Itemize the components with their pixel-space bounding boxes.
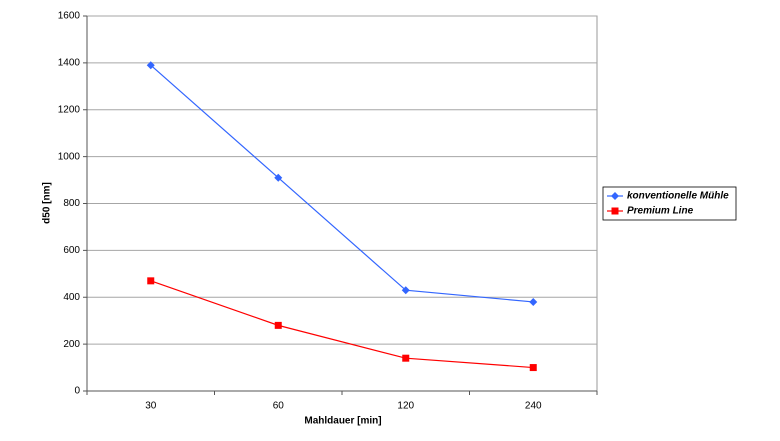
- y-tick-label: 600: [63, 245, 80, 256]
- y-tick-label: 200: [63, 339, 80, 350]
- y-tick-label: 0: [74, 386, 80, 397]
- data-point: [146, 61, 155, 70]
- x-axis-label: Mahldauer [min]: [304, 416, 381, 427]
- legend-label: Premium Line: [627, 206, 694, 217]
- data-point: [147, 277, 155, 285]
- legend-marker: [611, 207, 619, 215]
- data-point: [402, 354, 410, 362]
- legend-label: konventionelle Mühle: [627, 191, 729, 202]
- y-tick-label: 400: [63, 292, 80, 303]
- legend-box: [602, 186, 737, 221]
- y-tick-label: 1000: [58, 151, 81, 162]
- x-tick-label: 120: [397, 401, 414, 412]
- x-tick-label: 240: [525, 401, 542, 412]
- y-tick-label: 1200: [58, 104, 81, 115]
- x-tick-label: 30: [145, 401, 157, 412]
- x-tick-label: 60: [273, 401, 285, 412]
- data-point: [274, 321, 282, 329]
- data-point: [274, 173, 283, 182]
- y-tick-label: 800: [63, 198, 80, 209]
- series-line: [150, 280, 534, 369]
- legend-marker: [611, 192, 619, 200]
- data-point: [529, 297, 538, 306]
- y-tick-label: 1400: [58, 58, 81, 69]
- series-line: [150, 64, 534, 303]
- y-axis-label: d50 [nm]: [42, 182, 53, 224]
- data-point: [529, 364, 537, 372]
- data-point: [401, 286, 410, 295]
- y-tick-label: 1600: [58, 11, 81, 22]
